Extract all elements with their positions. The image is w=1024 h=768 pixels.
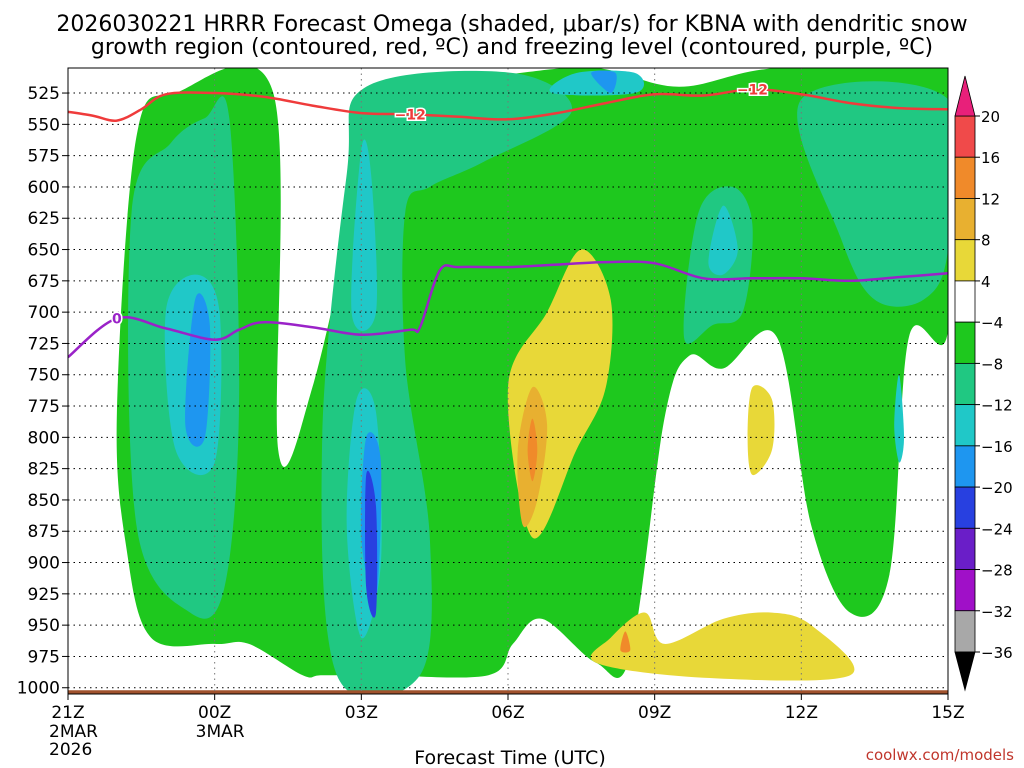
y-tick-label-750: 750 [28, 366, 60, 386]
omega-region-10 [894, 374, 904, 463]
colorbar-band-2 [954, 198, 976, 241]
credit-text: coolwx.com/models [866, 746, 1014, 764]
y-tick-label-775: 775 [28, 397, 60, 417]
y-tick-label-675: 675 [28, 272, 60, 292]
colorbar-label-3: 8 [981, 232, 991, 250]
colorbar-band-11 [954, 569, 976, 612]
colorbar-label-12: −32 [981, 603, 1013, 621]
colorbar-band-1 [954, 156, 976, 199]
y-tick-label-975: 975 [28, 647, 60, 667]
y-tick-label-875: 875 [28, 522, 60, 542]
grid [68, 68, 948, 694]
y-tick-label-650: 650 [28, 241, 60, 261]
colorbar-band-6 [954, 362, 976, 406]
y-tick-label-825: 825 [28, 460, 60, 480]
colorbar-label-0: 20 [981, 108, 1000, 126]
x-tick-label-21Z: 21Z [51, 703, 84, 723]
colorbar-label-11: −28 [981, 562, 1013, 580]
colorbar-band-5 [954, 321, 976, 364]
dgz-contour-label-0: −12 [395, 107, 426, 123]
colorbar-label-4: 4 [981, 273, 991, 291]
x-tick-label-06Z: 06Z [491, 703, 524, 723]
contours: −12 −12 0 [68, 81, 948, 359]
omega-region-17 [590, 612, 855, 681]
y-tick-label-625: 625 [28, 209, 60, 229]
colorbar-label-5: −4 [981, 314, 1003, 332]
colorbar-label-9: −20 [981, 479, 1013, 497]
y-tick-label-850: 850 [28, 491, 60, 511]
colorbar-band-10 [954, 527, 976, 570]
omega-region-14 [365, 470, 378, 618]
omega-region-19 [527, 418, 538, 482]
colorbar-bottom-arrow [954, 651, 976, 692]
omega-region-2 [321, 70, 573, 694]
omega-region-9 [708, 205, 738, 276]
omega-region-13 [591, 70, 617, 93]
colorbar-label-2: 12 [981, 190, 1000, 208]
colorbar-label-7: −12 [981, 397, 1013, 415]
y-tick-label-600: 600 [28, 178, 60, 198]
x-tick-year-21Z: 2026 [49, 740, 92, 760]
y-tick-label-700: 700 [28, 303, 60, 323]
colorbar-label-1: 16 [981, 149, 1000, 167]
freezing-level-contour [68, 260, 948, 359]
x-tick-label-00Z: 00Z [198, 703, 231, 723]
colorbar-top-arrow [954, 75, 976, 117]
colorbar: 20 16 12 8 4 −4 −8 −12 −16 −20 −24 −28 −32 −36 [954, 75, 1013, 692]
colorbar-label-6: −8 [981, 355, 1003, 373]
colorbar-band-4 [954, 280, 976, 323]
colorbar-band-8 [954, 445, 976, 488]
omega-region-8 [549, 70, 645, 96]
omega-region-20 [620, 631, 631, 653]
colorbar-band-0 [954, 115, 976, 158]
y-tick-label-800: 800 [28, 428, 60, 448]
y-tick-label-925: 925 [28, 585, 60, 605]
ground-surface [68, 690, 948, 694]
colorbar-label-8: −16 [981, 438, 1013, 456]
omega-region-3 [797, 81, 948, 307]
omega-region-11 [185, 293, 211, 447]
x-tick-label-12Z: 12Z [785, 703, 818, 723]
y-tick-label-525: 525 [28, 84, 60, 104]
y-tick-label-575: 575 [28, 147, 60, 167]
x-axis-title: Forecast Time (UTC) [414, 747, 605, 768]
colorbar-band-3 [954, 239, 976, 282]
chart-title-line1: 2026030221 HRRR Forecast Omega (shaded, … [56, 12, 967, 37]
omega-shading [68, 68, 948, 694]
dgz-contour-label-1: −12 [737, 82, 768, 98]
freezing-level-contour-label-0: 0 [112, 311, 122, 327]
dgz-contour [68, 88, 948, 122]
y-tick-label-900: 900 [28, 554, 60, 574]
y-tick-label-550: 550 [28, 115, 60, 135]
omega-region-16 [747, 385, 775, 476]
colorbar-band-7 [954, 404, 976, 447]
x-tick-date-21Z: 2MAR [49, 722, 98, 742]
x-tick-label-15Z: 15Z [931, 703, 964, 723]
y-tick-label-1000: 1000 [17, 679, 60, 699]
colorbar-band-9 [954, 486, 976, 529]
y-tick-label-950: 950 [28, 616, 60, 636]
x-tick-label-03Z: 03Z [345, 703, 378, 723]
chart-title-line2: growth region (contoured, red, ºC) and f… [91, 35, 933, 60]
colorbar-band-12 [954, 610, 976, 653]
x-tick-label-09Z: 09Z [638, 703, 671, 723]
colorbar-label-10: −24 [981, 520, 1013, 538]
y-tick-label-725: 725 [28, 334, 60, 354]
ground-strip [68, 690, 948, 694]
y-axis: 525 550 575 600 625 650 675 700 725 750 775 800 825 8… [17, 84, 68, 699]
colorbar-label-13: −36 [981, 644, 1013, 662]
x-tick-date-00Z: 3MAR [196, 722, 245, 742]
